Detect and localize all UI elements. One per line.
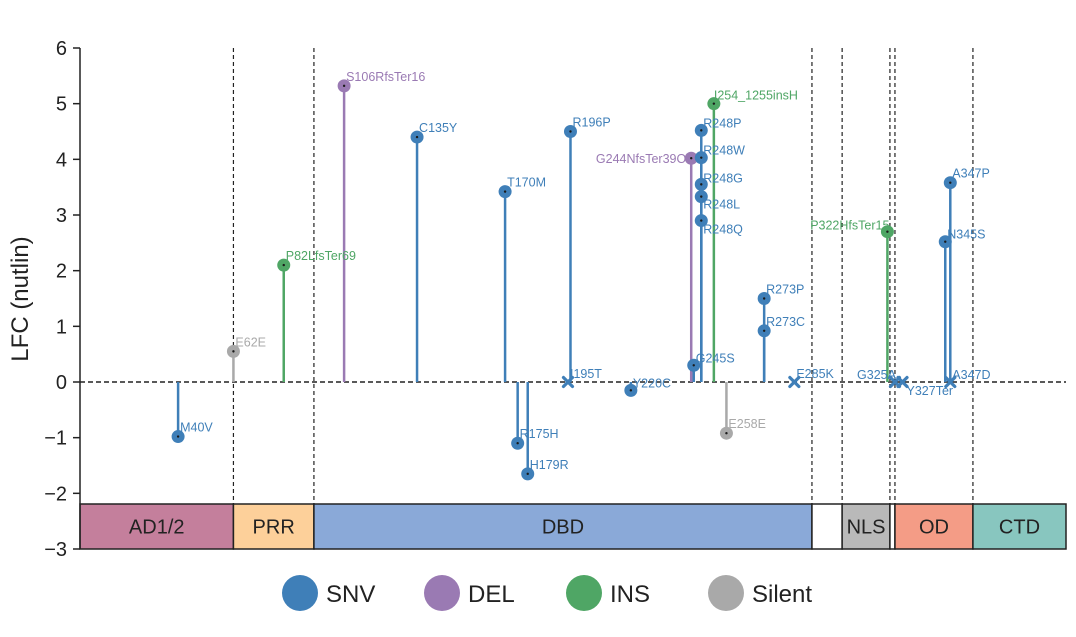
data-points [171,79,957,481]
y-tick-label: 5 [56,94,67,116]
point-label: H179R [530,458,569,472]
point-label: E285K [796,367,834,381]
domain-label: PRR [253,517,295,539]
point-label: R248Q [703,223,743,237]
data-point-center [712,102,716,105]
domain-boundary-lines [232,48,974,504]
domain-segment [313,503,813,550]
legend-marker [424,575,460,611]
data-point-center [342,84,346,88]
data-point-center [886,230,889,233]
domain-segment [889,503,896,550]
legend: SNV DEL INS Silent [282,575,812,611]
data-point-center [415,135,419,139]
point-label: R248G [703,171,743,185]
data-point-center [949,181,952,184]
y-tick-label: 0 [56,372,67,394]
y-tick-label: 2 [56,261,67,283]
point-label: P82LfsTer69 [286,249,356,263]
domain-label: OD [919,517,949,539]
data-point-center [232,350,235,353]
data-point-center [569,130,572,133]
data-point-center [762,329,766,332]
y-tick-label: −3 [44,539,67,561]
data-point-center [282,263,285,267]
domain-segment [972,503,1067,550]
point-label: Y220C [633,376,671,390]
y-tick-label: 3 [56,205,67,227]
domain-bar: AD1/2 PRR DBD NLS OD CTD [79,503,1067,550]
legend-label: Silent [752,581,812,608]
data-point-center [690,157,693,160]
data-point-center [762,297,766,300]
point-label: R175H [520,427,559,441]
data-point-center [700,183,703,186]
y-tick-label: −2 [44,483,67,505]
legend-label: SNV [326,581,375,608]
point-label: T170M [507,176,546,190]
point-label: Y327Ter [907,384,954,398]
point-label: A347P [952,167,990,181]
stems [176,85,952,474]
point-label: C135Y [419,121,458,135]
domain-label: AD1/2 [129,517,185,539]
data-point-center [503,190,507,193]
point-label: N345S [947,228,985,242]
point-label: G325A [857,368,897,382]
legend-marker [566,575,602,611]
y-tick-label: 1 [56,316,67,338]
domain-segment [811,503,843,550]
data-point-center [725,432,728,435]
data-point-center [700,156,703,159]
domain-segment [79,503,235,550]
point-label: R196P [572,116,610,130]
data-point-center [692,364,695,367]
point-label: G244NfsTer39O [596,152,687,166]
point-label: S106RfsTer16 [346,70,425,84]
point-label: E258E [728,417,766,431]
y-tick-label: 6 [56,38,67,60]
data-point-marker [561,375,575,389]
data-point-marker [944,375,957,389]
data-point-center [700,195,703,198]
point-label: I254_1255insH [714,89,798,103]
domain-label: CTD [999,517,1040,539]
legend-label: DEL [468,581,515,608]
domain-label: NLS [847,517,886,539]
point-label: G245S [696,351,735,365]
domain-segment [894,503,974,550]
y-axis: 6 5 4 3 2 1 0 −1 −2 −3 [44,38,81,561]
domain-segment [232,503,315,550]
point-label: E62E [235,335,266,349]
point-label: R248P [703,116,741,130]
point-label: A347D [952,368,990,382]
data-point-marker [788,375,801,389]
point-label: P322HfsTer15 [810,219,889,233]
legend-marker [708,575,744,611]
domain-label: DBD [542,517,584,539]
data-point-marker [896,375,909,389]
point-label: M40V [180,421,213,435]
point-label: I195T [570,367,602,381]
point-label: R248W [703,144,745,158]
data-point-center [700,129,703,132]
point-label: R273P [766,283,804,297]
data-point-center [526,472,529,476]
data-point-center [944,240,947,243]
point-label: R273C [766,315,805,329]
data-point-center [516,442,519,445]
data-point-center [629,389,633,392]
point-label: R248L [703,198,740,212]
point-labels: M40V E62E P82LfsTer69 S106RfsTer16 C135Y T170… [180,70,990,472]
legend-label: INS [610,581,650,608]
y-tick-label: 4 [56,149,67,171]
data-point-center [176,435,180,438]
legend-marker [282,575,318,611]
y-axis-title: LFC (nutlin) [7,236,34,361]
data-point-center [700,219,703,222]
y-tick-label: −1 [44,428,67,450]
